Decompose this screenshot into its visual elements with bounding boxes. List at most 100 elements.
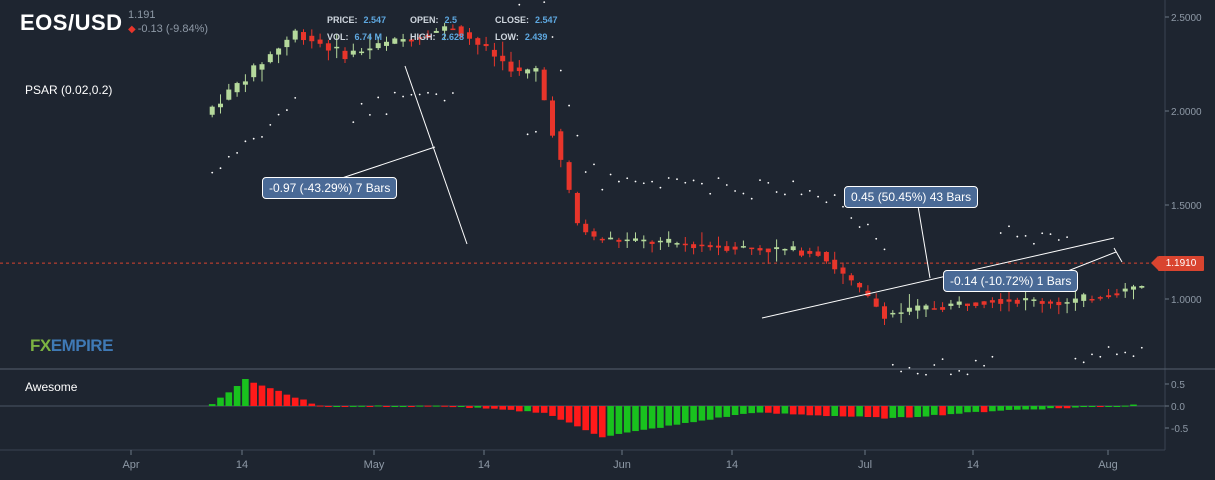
awesome-bar — [549, 406, 556, 416]
candle — [417, 37, 423, 39]
awesome-bar — [1113, 406, 1121, 407]
candle — [508, 61, 514, 72]
candle — [1014, 299, 1020, 304]
awesome-oscillator-label[interactable]: Awesome — [25, 380, 78, 394]
candle — [724, 246, 730, 251]
psar-dot — [983, 364, 985, 367]
psar-dot — [244, 140, 247, 143]
candle — [525, 69, 531, 74]
candle — [823, 252, 829, 262]
awesome-bar — [391, 406, 399, 407]
awesome-bar — [1055, 406, 1063, 409]
candle — [699, 244, 705, 247]
time-tick-label: 14 — [726, 459, 738, 471]
awesome-bar — [291, 397, 299, 406]
candle — [873, 298, 879, 307]
candle — [931, 308, 937, 310]
price-tick-label: 2.0000 — [1171, 107, 1202, 118]
awesome-bar — [1105, 406, 1112, 407]
psar-dot — [236, 152, 239, 154]
awesome-bar — [557, 406, 565, 420]
trendline-connector — [329, 146, 436, 183]
candle — [757, 248, 763, 251]
trendline-callout-3[interactable]: -0.14 (-10.72%) 1 Bars — [943, 270, 1079, 292]
candle — [906, 307, 912, 312]
candle — [475, 38, 481, 45]
psar-dot — [551, 36, 554, 38]
trendline — [1113, 247, 1123, 263]
awesome-bar — [308, 403, 316, 406]
candle — [1114, 293, 1120, 296]
osc-tick-label: 0.0 — [1171, 402, 1185, 413]
price-tick-label: 1.5000 — [1171, 201, 1202, 212]
psar-dot — [360, 102, 363, 105]
info-open: OPEN: 2.5 — [410, 15, 458, 25]
psar-dot — [1082, 361, 1085, 364]
awesome-bar — [383, 406, 390, 407]
psar-dot — [858, 226, 861, 228]
candle — [1106, 295, 1112, 298]
awesome-bar — [931, 406, 938, 415]
awesome-bar — [1088, 406, 1096, 407]
info-close: CLOSE: 2.547 — [495, 15, 558, 25]
psar-dot — [800, 193, 803, 196]
candle — [633, 238, 638, 241]
candle — [691, 244, 697, 249]
psar-dot — [750, 197, 753, 200]
candle — [956, 301, 962, 305]
awesome-bar — [1121, 405, 1129, 407]
psar-dot — [676, 178, 678, 181]
candle — [898, 312, 904, 314]
psar-dot — [742, 192, 745, 195]
awesome-bar — [1097, 406, 1104, 407]
candle — [442, 26, 448, 31]
awesome-bar — [906, 406, 913, 418]
awesome-bar — [574, 406, 581, 427]
awesome-bar — [914, 406, 921, 417]
psar-dot — [227, 155, 230, 158]
awesome-bar — [491, 406, 498, 409]
trendline-callout-2[interactable]: 0.45 (50.45%) 43 Bars — [844, 186, 979, 208]
candle — [558, 131, 564, 160]
awesome-bar — [731, 406, 739, 416]
awesome-bar — [856, 406, 863, 417]
candle — [732, 246, 738, 250]
awesome-bar — [740, 406, 747, 414]
candle — [450, 28, 456, 31]
psar-dot — [900, 370, 902, 373]
candle — [1056, 301, 1062, 306]
candle — [815, 251, 821, 256]
psar-dot — [916, 372, 919, 375]
psar-dot — [435, 93, 438, 96]
candle — [375, 43, 381, 49]
awesome-bar — [607, 406, 614, 436]
candle — [807, 251, 813, 254]
awesome-bar — [623, 406, 631, 433]
psar-indicator-label[interactable]: PSAR (0.02,0.2) — [25, 83, 113, 97]
candle — [890, 312, 896, 315]
candle — [325, 43, 331, 51]
candle — [433, 30, 439, 33]
candle — [1023, 298, 1029, 301]
candle — [989, 300, 995, 303]
psar-dot — [974, 359, 977, 362]
awesome-bar — [316, 405, 324, 407]
candle — [425, 35, 431, 38]
candle — [1031, 299, 1037, 301]
price-change: ◆ -0.13 (-9.84%) — [128, 23, 208, 35]
candle — [682, 243, 688, 246]
psar-dot — [576, 134, 579, 137]
candle — [641, 239, 647, 242]
trendline-callout-1[interactable]: -0.97 (-43.29%) 7 Bars — [262, 177, 398, 199]
candle — [550, 100, 555, 136]
awesome-bar — [341, 406, 349, 407]
candle — [624, 239, 630, 242]
osc-tick-label: 0.5 — [1171, 380, 1185, 391]
awesome-bar — [972, 406, 980, 412]
time-tick-label: Apr — [122, 459, 139, 471]
psar-dot — [601, 188, 604, 191]
awesome-bar — [615, 406, 623, 434]
awesome-bar — [756, 406, 764, 413]
awesome-bar — [806, 406, 814, 416]
